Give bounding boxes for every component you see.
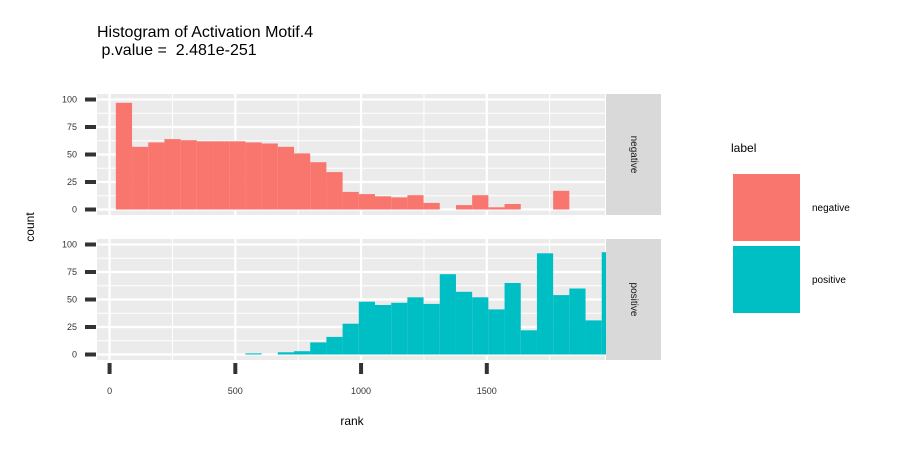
histogram-bar (569, 288, 586, 355)
legend-title: label (731, 141, 756, 155)
y-tick-label: 0 (72, 205, 77, 215)
histogram-bar (553, 295, 570, 355)
histogram-bar (472, 195, 489, 210)
histogram-bar (439, 274, 456, 355)
histogram-bar (229, 141, 246, 210)
y-tick-label: 25 (67, 177, 77, 187)
histogram-bar (342, 191, 359, 210)
histogram-bar (536, 253, 554, 355)
histogram-bar (553, 190, 570, 210)
y-tick-label: 50 (67, 150, 77, 160)
histogram-bar (374, 305, 392, 355)
histogram-bar (277, 146, 295, 210)
chart-title-line2: p.value = 2.481e-251 (97, 42, 257, 59)
x-axis: 0 500 1000 1500 (107, 363, 497, 396)
facet-strip (606, 239, 661, 360)
histogram-bar (148, 142, 165, 210)
y-tick-label: 75 (67, 122, 77, 132)
histogram-bar (213, 141, 230, 210)
histogram-bar (342, 323, 359, 355)
histogram-bar (455, 205, 473, 210)
x-tick-label: 1500 (477, 386, 497, 396)
legend-key-negative (733, 174, 800, 241)
panel-positive: 0 25 50 75 100 positive (62, 239, 661, 360)
histogram-bar (164, 139, 181, 210)
histogram-bar (472, 297, 489, 355)
legend-key-positive (733, 246, 800, 313)
histogram-bar (504, 204, 521, 210)
histogram-bar (245, 353, 262, 355)
histogram-bar (391, 197, 408, 210)
facet-panels: 0 25 50 75 100 negative 0 25 50 75 100 positive (62, 94, 661, 360)
histogram-bar (423, 202, 440, 210)
y-tick-label: 100 (62, 95, 77, 105)
panel-negative: 0 25 50 75 100 negative (62, 94, 661, 215)
histogram-bar (310, 342, 327, 355)
chart-title-line1: Histogram of Activation Motif.4 (97, 24, 313, 41)
y-tick-label: 0 (72, 350, 77, 360)
histogram-bar (115, 102, 133, 210)
x-tick-label: 500 (228, 386, 243, 396)
legend-label-positive: positive (812, 275, 846, 286)
y-tick-label: 75 (67, 267, 77, 277)
facet-strip-label: positive (628, 283, 639, 317)
histogram-bar (196, 141, 214, 210)
histogram-bar (326, 172, 343, 210)
x-tick-label: 0 (107, 386, 112, 396)
legend-label-negative: negative (812, 203, 850, 214)
legend: label negative positive (731, 141, 850, 313)
y-tick-label: 50 (67, 295, 77, 305)
histogram-bar (520, 330, 537, 355)
histogram-bar (180, 140, 197, 210)
histogram-bar (374, 196, 392, 210)
histogram-bar (132, 146, 149, 210)
histogram-bar (488, 309, 505, 355)
y-axis-title: count (23, 212, 37, 242)
facet-strip-label: negative (628, 136, 639, 174)
histogram-bar (294, 351, 311, 355)
histogram-bar (455, 291, 473, 355)
y-tick-label: 100 (62, 240, 77, 250)
x-tick-label: 1000 (351, 386, 371, 396)
histogram-bar (423, 303, 440, 355)
histogram-bar (407, 195, 424, 210)
histogram-bar (358, 301, 375, 355)
histogram-bar (504, 283, 521, 355)
y-tick-label: 25 (67, 322, 77, 332)
histogram-bar (277, 352, 295, 355)
histogram-bar (326, 336, 343, 355)
histogram-bar (488, 207, 505, 210)
x-axis-title: rank (340, 414, 364, 428)
histogram-bar (245, 142, 262, 210)
histogram-bar (294, 153, 311, 210)
histogram-bar (358, 194, 375, 210)
facet-strip (606, 94, 661, 215)
histogram-bar (407, 297, 424, 355)
histogram-bar (391, 302, 408, 355)
histogram-bar (261, 143, 278, 210)
histogram-bar (585, 320, 602, 355)
histogram-bar (310, 162, 327, 210)
